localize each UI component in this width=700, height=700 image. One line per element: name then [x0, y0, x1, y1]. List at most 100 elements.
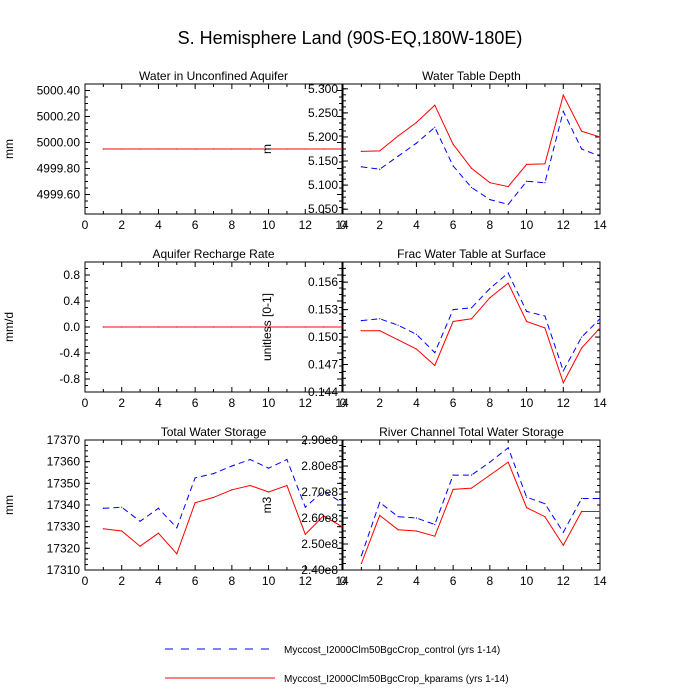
data-point-kparams — [544, 163, 546, 165]
y-tick-label: 2.90e8 — [301, 433, 338, 447]
data-point-kparams — [360, 330, 362, 332]
y-tick-label: -0.4 — [59, 346, 80, 360]
data-point-control — [379, 501, 381, 503]
data-point-control — [286, 458, 288, 461]
data-point-control — [323, 490, 325, 492]
data-point-control — [544, 182, 546, 184]
data-point-control — [249, 458, 251, 461]
data-point-control — [525, 496, 528, 498]
data-point-kparams — [194, 148, 196, 150]
data-point-control — [415, 142, 418, 144]
y-tick-label: 5000.20 — [37, 110, 81, 124]
data-point-control — [525, 310, 528, 313]
x-tick-label: 14 — [335, 218, 349, 232]
data-point-kparams — [397, 135, 399, 137]
data-point-kparams — [139, 545, 141, 547]
y-tick-label: 0.8 — [63, 268, 80, 282]
data-point-kparams — [452, 488, 454, 490]
x-tick-label: 8 — [487, 218, 494, 232]
data-point-kparams — [304, 326, 306, 328]
series-line-kparams — [360, 461, 600, 564]
data-point-kparams — [194, 502, 196, 504]
data-point-kparams — [507, 461, 509, 463]
data-point-kparams — [507, 282, 509, 284]
data-point-control — [599, 497, 601, 500]
data-point-control — [212, 472, 215, 475]
x-tick-label: 12 — [557, 218, 571, 232]
legend-label: Myccost_I2000Clm50BgcCrop_kparams (yrs 1… — [284, 674, 509, 685]
x-tick-label: 10 — [520, 218, 534, 232]
data-point-control — [452, 165, 454, 167]
data-point-kparams — [562, 382, 564, 384]
data-point-kparams — [581, 347, 583, 349]
x-tick-label: 4 — [413, 574, 420, 588]
x-tick-label: 10 — [520, 574, 534, 588]
data-point-kparams — [121, 530, 123, 532]
series-line-kparams — [361, 282, 601, 385]
y-tick-label: 17320 — [47, 541, 81, 555]
figure-title: S. Hemisphere Land (90S-EQ,180W-180E) — [178, 28, 523, 48]
y-tick-label: 5.200 — [308, 130, 338, 144]
panel-title: Frac Water Table at Surface — [397, 247, 546, 261]
y-tick-label: 2.70e8 — [301, 485, 338, 499]
data-point-kparams — [562, 94, 564, 96]
y-tick-label: 0.153 — [308, 303, 338, 317]
data-point-kparams — [286, 148, 288, 150]
data-point-kparams — [121, 326, 123, 328]
x-tick-label: 4 — [155, 574, 162, 588]
data-point-kparams — [360, 150, 362, 153]
data-point-kparams — [157, 148, 160, 150]
data-point-control — [581, 336, 583, 338]
x-tick-label: 0 — [340, 218, 347, 232]
y-tick-label: 4999.60 — [37, 188, 81, 202]
data-point-kparams — [102, 148, 104, 150]
x-tick-label: 8 — [229, 218, 236, 232]
x-tick-label: 4 — [413, 218, 420, 232]
data-point-kparams — [581, 130, 583, 132]
x-tick-label: 8 — [229, 574, 236, 588]
data-point-control — [360, 166, 362, 168]
data-point-control — [562, 531, 564, 533]
data-point-kparams — [489, 474, 491, 476]
x-tick-label: 2 — [376, 574, 383, 588]
panel-title: Water Table Depth — [422, 69, 521, 83]
y-tick-label: 0.4 — [63, 294, 80, 308]
x-tick-label: 0 — [340, 396, 347, 410]
y-tick-label: 17310 — [47, 563, 81, 577]
y-axis-label: mm/d — [2, 312, 16, 342]
data-point-kparams — [470, 487, 473, 489]
y-tick-label: 4999.80 — [37, 162, 81, 176]
data-point-kparams — [121, 148, 123, 150]
data-point-kparams — [470, 167, 473, 169]
data-point-control — [267, 467, 270, 469]
y-axis-label: mm — [2, 139, 16, 159]
data-point-control — [434, 352, 436, 354]
x-tick-label: 8 — [229, 396, 236, 410]
data-point-kparams — [176, 148, 178, 150]
x-tick-label: 2 — [376, 396, 383, 410]
data-point-kparams — [157, 326, 160, 328]
data-point-control — [379, 318, 381, 320]
y-tick-label: 17340 — [47, 498, 81, 512]
data-point-kparams — [434, 535, 436, 537]
data-point-control — [562, 110, 564, 113]
data-point-control — [415, 517, 418, 519]
x-tick-label: 12 — [557, 574, 571, 588]
y-tick-label: 2.50e8 — [301, 537, 338, 551]
data-point-kparams — [102, 528, 104, 530]
data-point-kparams — [267, 148, 270, 150]
data-point-kparams — [304, 533, 306, 535]
legend-item-control: Myccost_I2000Clm50BgcCrop_control (yrs 1… — [165, 645, 500, 656]
x-tick-label: 6 — [450, 396, 457, 410]
x-tick-label: 14 — [593, 396, 607, 410]
data-point-control — [231, 465, 233, 467]
panel-water-in-unconfined-aquifer: Water in Unconfined Aquifer 0 2 4 6 8 10 12 14 49… — [2, 69, 349, 232]
series-line-control — [361, 109, 601, 205]
y-tick-label: -0.8 — [59, 372, 80, 386]
x-tick-label: 0 — [82, 574, 89, 588]
panels-group: Water in Unconfined Aquifer 0 2 4 6 8 10 12 14 49… — [2, 69, 607, 588]
x-tick-label: 4 — [155, 396, 162, 410]
data-point-control — [581, 497, 583, 500]
y-tick-label: 17350 — [47, 476, 81, 490]
